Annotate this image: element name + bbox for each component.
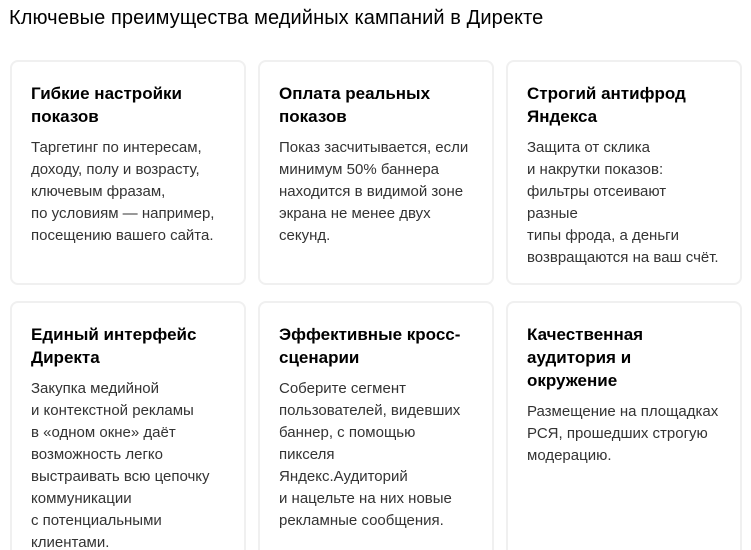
card-body: Соберите сегмент пользователей, видевших… [279, 380, 461, 529]
card-body: Защита от склика и накрутки показов: фил… [527, 139, 719, 266]
card-flexible-targeting: Гибкие настройки показов Таргетинг по ин… [10, 60, 246, 285]
card-title: Строгий антифрод Яндекса [527, 84, 686, 126]
card-title: Эффективные кросс- сценарии [279, 325, 461, 367]
card-body: Закупка медийной и контекстной рекламы в… [31, 380, 210, 550]
page-title: Ключевые преимущества медийных кампаний … [9, 7, 544, 29]
card-unified-interface: Единый интерфейс Директа Закупка медийно… [10, 301, 246, 550]
card-body: Показ засчитывается, если минимум 50% ба… [279, 139, 469, 244]
card-title: Качественная аудитория и окружение [527, 325, 644, 390]
card-antifraud: Строгий антифрод Яндекса Защита от склик… [506, 60, 742, 285]
card-real-impressions-payment: Оплата реальных показов Показ засчитывае… [258, 60, 494, 285]
card-title: Оплата реальных показов [279, 84, 431, 126]
card-title: Гибкие настройки показов [31, 84, 182, 126]
card-cross-scenarios: Эффективные кросс- сценарии Соберите сег… [258, 301, 494, 550]
card-title: Единый интерфейс Директа [31, 325, 197, 367]
card-body: Таргетинг по интересам, доходу, полу и в… [31, 139, 215, 244]
card-body: Размещение на площадках РСЯ, прошедших с… [527, 403, 719, 464]
advantages-grid: Гибкие настройки показов Таргетинг по ин… [10, 60, 742, 550]
card-quality-audience: Качественная аудитория и окружение Разме… [506, 301, 742, 550]
